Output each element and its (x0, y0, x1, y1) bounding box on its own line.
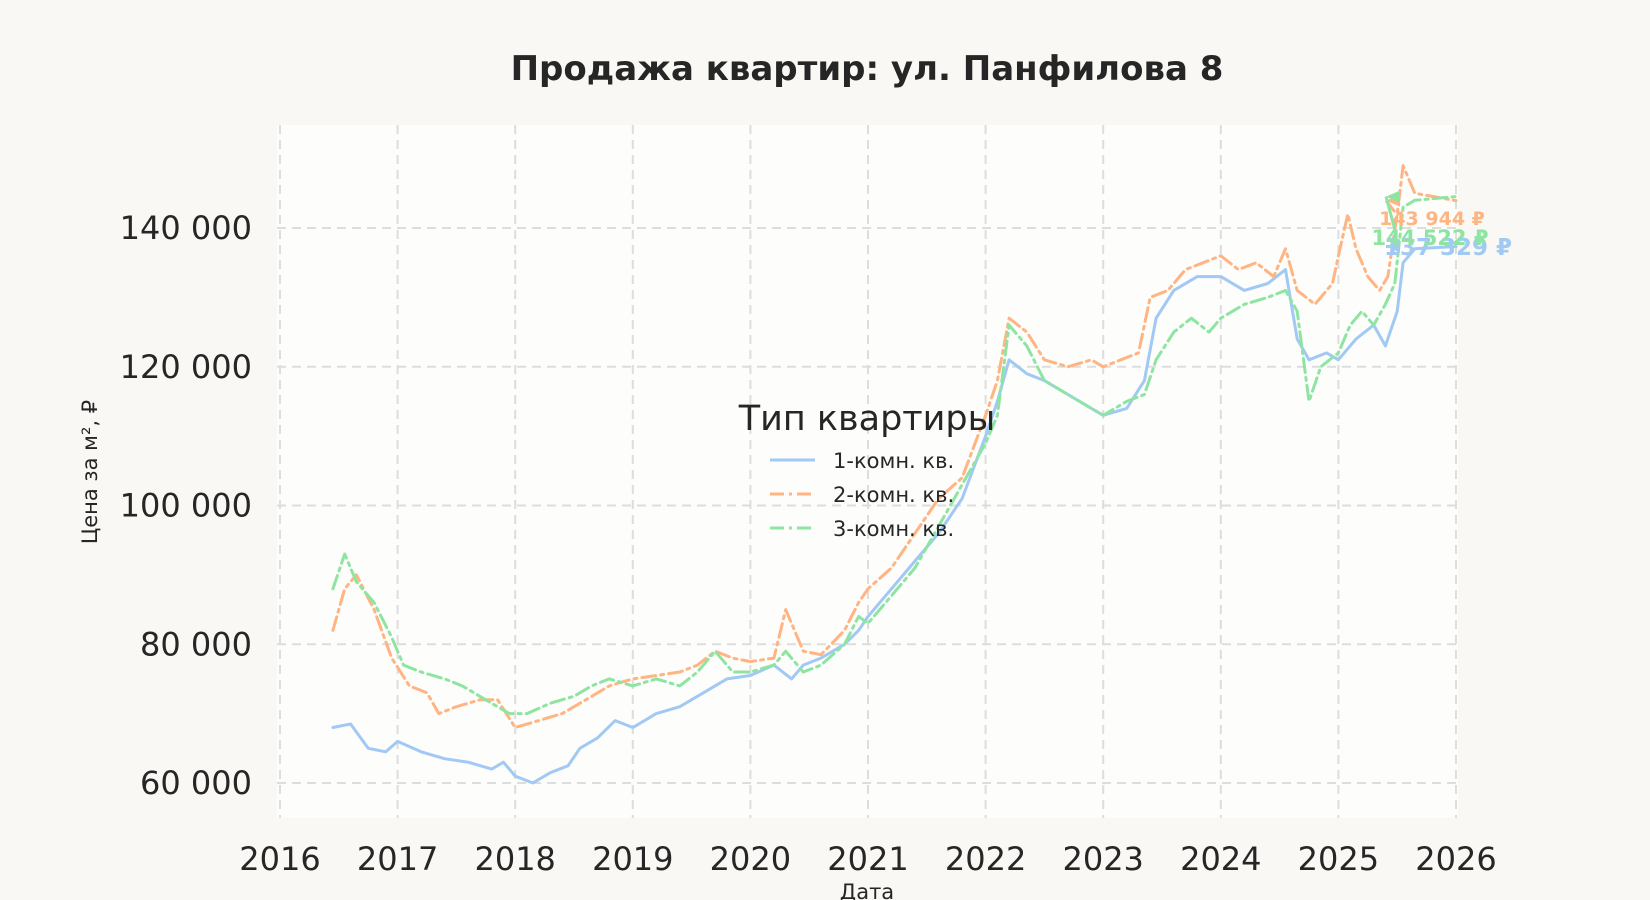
x-tick-label: 2022 (945, 840, 1026, 878)
chart-title: Продажа квартир: ул. Панфилова 8 (511, 49, 1224, 89)
series-layer (331, 164, 1458, 785)
y-tick-label: 80 000 (140, 625, 252, 663)
y-tick-label: 100 000 (120, 487, 252, 525)
y-tick-label: 140 000 (120, 209, 252, 247)
x-tick-label: 2025 (1298, 840, 1379, 878)
legend-label: 2-комн. кв. (833, 483, 954, 507)
series-line-1 (331, 245, 1458, 785)
legend-entries: 1-комн. кв. 2-комн. кв. 3-комн. кв. (770, 449, 954, 541)
series-line-3 (331, 195, 1458, 716)
x-tick-label: 2021 (827, 840, 908, 878)
y-axis-label: Цена за м², ₽ (78, 400, 102, 544)
end-label-arrowhead (1386, 190, 1400, 203)
x-tick-label: 2024 (1180, 840, 1261, 878)
legend-title: Тип квартиры (738, 399, 996, 439)
x-tick-label: 2023 (1062, 840, 1143, 878)
x-tick-label: 2018 (474, 840, 555, 878)
end-label-arrowhead (1386, 240, 1400, 253)
legend-label: 3-комн. кв. (833, 517, 954, 541)
legend-label: 1-комн. кв. (833, 449, 954, 473)
x-axis-label: Дата (840, 880, 894, 900)
tick-labels: 2016 2017 2018 2019 2020 2021 2022 2023 2024 2025… (120, 209, 1497, 878)
legend: Тип квартиры 1-комн. кв. 2-комн. кв. 3-ком… (738, 399, 996, 541)
x-tick-label: 2020 (710, 840, 791, 878)
x-tick-label: 2019 (592, 840, 673, 878)
y-tick-label: 60 000 (140, 764, 252, 802)
x-tick-label: 2026 (1415, 840, 1496, 878)
series-line-2 (331, 164, 1458, 729)
end-labels: 137 329 ₽ 143 944 ₽144 522 ₽ (1372, 190, 1512, 261)
x-tick-label: 2017 (357, 840, 438, 878)
x-tick-label: 2016 (239, 840, 320, 878)
end-label-arrow (1384, 196, 1397, 231)
end-value-label: 137 329 ₽ (1384, 235, 1512, 261)
end-value-label: 144 522 ₽ (1372, 226, 1489, 250)
grid (277, 125, 1458, 818)
y-tick-label: 120 000 (120, 348, 252, 386)
end-value-label: 143 944 ₽ (1379, 208, 1485, 230)
